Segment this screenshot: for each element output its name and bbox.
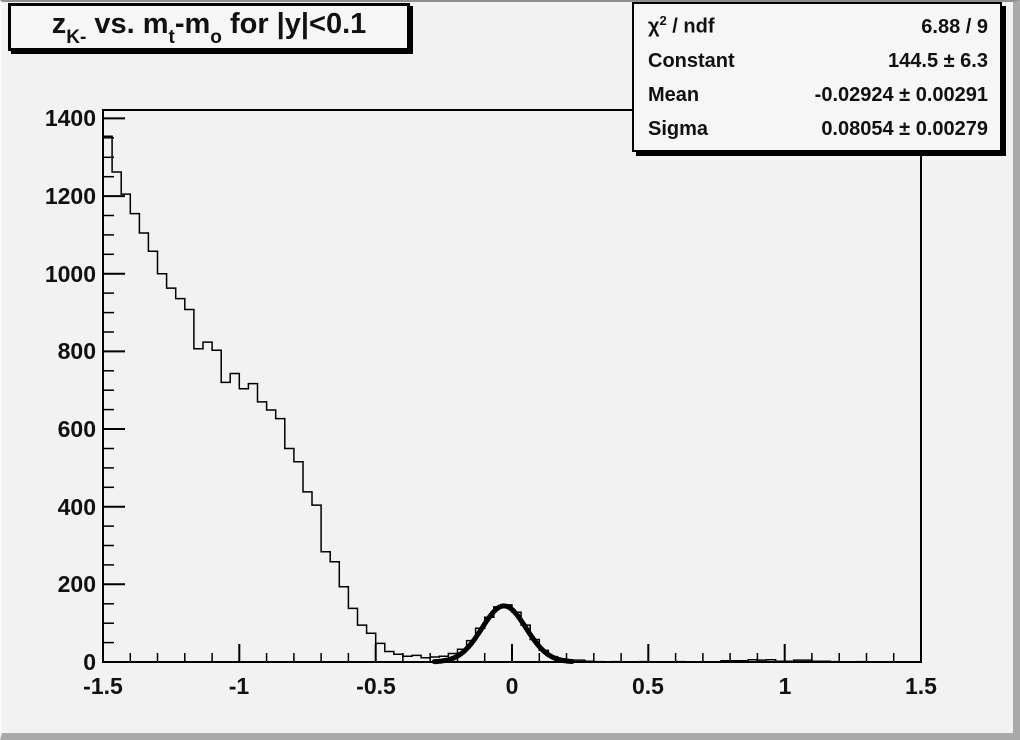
stats-row-mean: Mean -0.02924 ± 0.00291 (648, 84, 988, 107)
stats-label-sigma: Sigma (648, 117, 709, 140)
x-tick-label-6: 1.5 (905, 673, 937, 699)
x-tick-label-4: 0.5 (632, 673, 664, 699)
y-tick-label-0: 0 (83, 649, 96, 675)
stats-label-mean: Mean (648, 83, 700, 106)
stats-value-sigma: 0.08054 ± 0.00279 (821, 117, 988, 140)
histogram-title-box: zK- vs. mt-mo for |y|<0.1 (8, 3, 410, 51)
x-tick-label-0: -1.5 (83, 673, 123, 699)
fit-stats-box: χ2 / ndf 6.88 / 9 Constant 144.5 ± 6.3 M… (632, 2, 1002, 152)
y-tick-label-6: 1200 (45, 183, 96, 209)
x-tick-label-3: 0 (506, 673, 519, 699)
y-tick-label-2: 400 (58, 494, 96, 520)
x-tick-label-2: -0.5 (356, 673, 396, 699)
y-tick-label-5: 1000 (45, 261, 96, 287)
stats-value-chi2: 6.88 / 9 (921, 16, 988, 39)
stats-label-chi2: χ2 / ndf (648, 13, 715, 39)
y-tick-label-1: 200 (58, 571, 96, 597)
stats-row-chi2: χ2 / ndf 6.88 / 9 (648, 13, 988, 39)
stats-row-constant: Constant 144.5 ± 6.3 (648, 50, 988, 73)
y-tick-label-4: 800 (58, 338, 96, 364)
y-tick-label-3: 600 (58, 416, 96, 442)
stats-label-constant: Constant (648, 49, 735, 72)
stats-row-sigma: Sigma 0.08054 ± 0.00279 (648, 118, 988, 141)
stats-value-constant: 144.5 ± 6.3 (888, 49, 988, 72)
stats-value-mean: -0.02924 ± 0.00291 (814, 83, 988, 106)
generated-plot-graphics (102, 109, 922, 665)
gaussian-fit-curve (431, 603, 575, 665)
histogram-step-path (102, 135, 921, 663)
axis-frame (102, 109, 922, 663)
title-text: zK- vs. mt-mo for |y|<0.1 (51, 8, 367, 48)
x-tick-label-1: -1 (229, 673, 250, 699)
y-tick-label-7: 1400 (45, 105, 96, 131)
x-tick-label-5: 1 (779, 673, 792, 699)
